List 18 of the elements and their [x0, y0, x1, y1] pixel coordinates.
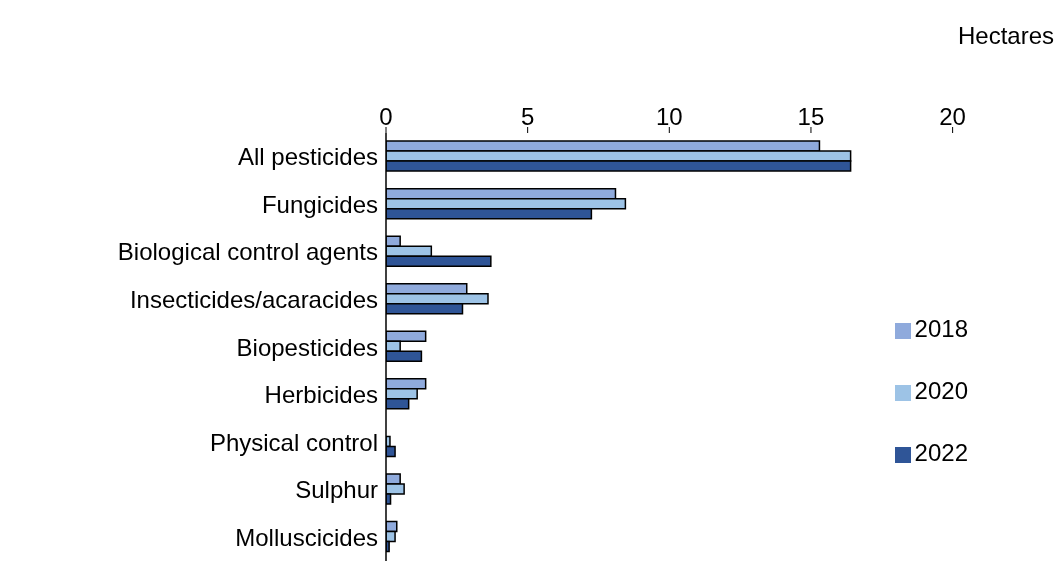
y-tick-label: Biological control agents: [117, 238, 378, 266]
y-tick-label: Herbicides: [264, 381, 378, 409]
x-axis-title: Hectares: [957, 22, 1054, 50]
legend-label: 2020: [914, 377, 968, 404]
legend-label: 2022: [914, 439, 968, 466]
x-tick-label: 5: [520, 103, 535, 130]
x-tick-label: 0: [379, 103, 393, 130]
x-tick-label: 15: [797, 103, 825, 130]
x-tick-label: 10: [655, 103, 683, 130]
y-tick-label: All pesticides: [237, 143, 378, 171]
x-tick-label: 20: [939, 103, 966, 130]
y-tick-label: Biopesticides: [236, 333, 378, 361]
y-tick-label: Molluscicides: [235, 523, 378, 551]
y-tick-label: Physical control: [209, 428, 378, 456]
y-tick-label: Sulphur: [295, 476, 378, 504]
legend-label: 2018: [914, 315, 968, 342]
y-tick-label: Fungicides: [261, 190, 378, 218]
y-tick-label: Insecticides/acaracides: [129, 285, 378, 313]
